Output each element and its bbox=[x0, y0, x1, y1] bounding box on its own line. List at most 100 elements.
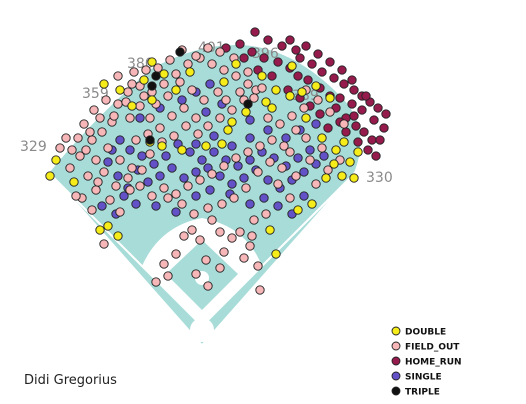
hit-home-run-24 bbox=[351, 121, 361, 131]
hit-field-out-69 bbox=[175, 77, 185, 87]
hit-single-42 bbox=[151, 201, 161, 211]
hit-single-8 bbox=[191, 167, 201, 177]
hit-field-out-142 bbox=[73, 133, 83, 143]
legend-label-triple: TRIPLE bbox=[405, 388, 440, 398]
hit-field-out-141 bbox=[61, 133, 71, 143]
hit-field-out-33 bbox=[255, 141, 265, 151]
hit-single-43 bbox=[171, 207, 181, 217]
hit-field-out-74 bbox=[113, 71, 123, 81]
hit-field-out-30 bbox=[291, 125, 301, 135]
hit-field-out-73 bbox=[127, 79, 137, 89]
hit-field-out-35 bbox=[231, 153, 241, 163]
hit-field-out-18 bbox=[167, 111, 177, 121]
hit-home-run-1 bbox=[263, 35, 273, 45]
hit-single-38 bbox=[119, 191, 129, 201]
hit-field-out-51 bbox=[79, 119, 89, 129]
hit-field-out-21 bbox=[203, 121, 213, 131]
hit-double-10 bbox=[99, 79, 109, 89]
hit-field-out-39 bbox=[183, 181, 193, 191]
hit-field-out-130 bbox=[191, 51, 201, 61]
hit-field-out-38 bbox=[195, 175, 205, 185]
hit-single-4 bbox=[143, 177, 153, 187]
hit-single-54 bbox=[227, 141, 237, 151]
hit-home-run-36 bbox=[347, 99, 357, 109]
hit-home-run-39 bbox=[353, 137, 363, 147]
hit-field-out-6 bbox=[83, 171, 93, 181]
hit-double-14 bbox=[185, 67, 195, 77]
hit-double-0 bbox=[51, 155, 61, 165]
hit-double-40 bbox=[339, 137, 349, 147]
hit-field-out-124 bbox=[249, 93, 259, 103]
hit-home-run-34 bbox=[315, 109, 325, 119]
hit-field-out-99 bbox=[253, 167, 263, 177]
hit-field-out-60 bbox=[183, 59, 193, 69]
hit-single-60 bbox=[201, 107, 211, 117]
hit-triple-4 bbox=[145, 135, 155, 145]
hit-field-out-86 bbox=[159, 259, 169, 269]
hit-field-out-9 bbox=[105, 195, 115, 205]
legend: DOUBLE FIELD_OUT HOME_RUN SINGLE TRIPLE bbox=[391, 326, 462, 398]
hit-field-out-4 bbox=[97, 127, 107, 137]
hit-field-out-23 bbox=[227, 105, 237, 115]
hit-field-out-68 bbox=[187, 85, 197, 95]
hit-home-run-47 bbox=[347, 75, 357, 85]
hit-field-out-1 bbox=[65, 163, 75, 173]
hit-field-out-87 bbox=[151, 277, 161, 287]
hit-double-8 bbox=[139, 75, 149, 85]
hit-home-run-50 bbox=[313, 49, 323, 59]
hit-double-12 bbox=[147, 95, 157, 105]
hit-field-out-55 bbox=[123, 87, 133, 97]
hit-field-out-37 bbox=[207, 169, 217, 179]
hit-field-out-63 bbox=[219, 65, 229, 75]
hit-field-out-77 bbox=[227, 233, 237, 243]
hit-double-34 bbox=[177, 145, 187, 155]
hit-single-14 bbox=[263, 175, 273, 185]
hit-home-run-2 bbox=[277, 41, 287, 51]
hit-home-run-20 bbox=[369, 115, 379, 125]
hit-double-44 bbox=[329, 159, 339, 169]
hit-field-out-114 bbox=[249, 215, 259, 225]
hit-home-run-49 bbox=[325, 57, 335, 67]
hit-single-28 bbox=[209, 147, 219, 157]
hit-field-out-45 bbox=[131, 135, 141, 145]
hit-triple-0 bbox=[175, 47, 185, 57]
hit-single-41 bbox=[97, 201, 107, 211]
hit-field-out-140 bbox=[67, 145, 77, 155]
distance-right-field-line: 330 bbox=[366, 170, 393, 186]
hit-double-24 bbox=[345, 157, 355, 167]
hit-double-25 bbox=[337, 171, 347, 181]
hit-field-out-79 bbox=[245, 241, 255, 251]
hit-field-out-139 bbox=[85, 127, 95, 137]
hit-field-out-91 bbox=[253, 261, 263, 271]
hit-field-out-40 bbox=[171, 189, 181, 199]
hit-double-26 bbox=[349, 173, 359, 183]
hit-single-55 bbox=[245, 133, 255, 143]
hit-double-41 bbox=[353, 147, 363, 157]
legend-marker-double bbox=[391, 326, 401, 336]
hit-single-45 bbox=[205, 185, 215, 195]
hit-home-run-15 bbox=[349, 85, 359, 95]
hit-home-run-12 bbox=[317, 67, 327, 77]
hit-home-run-55 bbox=[267, 71, 277, 81]
hit-single-1 bbox=[113, 171, 123, 181]
hit-field-out-137 bbox=[109, 111, 119, 121]
hit-field-out-70 bbox=[163, 91, 173, 101]
hit-double-33 bbox=[157, 141, 167, 151]
hit-field-out-13 bbox=[87, 205, 97, 215]
hit-field-out-111 bbox=[273, 179, 283, 189]
hit-double-4 bbox=[113, 231, 123, 241]
hit-single-48 bbox=[259, 193, 269, 203]
hit-single-0 bbox=[103, 157, 113, 167]
hit-single-57 bbox=[281, 133, 291, 143]
hit-single-21 bbox=[293, 153, 303, 163]
hit-field-out-83 bbox=[191, 269, 201, 279]
hit-single-20 bbox=[305, 145, 315, 155]
hit-field-out-147 bbox=[181, 121, 191, 131]
hit-field-out-34 bbox=[243, 147, 253, 157]
hit-field-out-143 bbox=[81, 145, 91, 155]
hit-field-out-108 bbox=[317, 143, 327, 153]
hit-home-run-3 bbox=[291, 45, 301, 55]
hit-single-52 bbox=[191, 139, 201, 149]
hit-home-run-46 bbox=[361, 91, 371, 101]
hit-double-7 bbox=[159, 69, 169, 79]
